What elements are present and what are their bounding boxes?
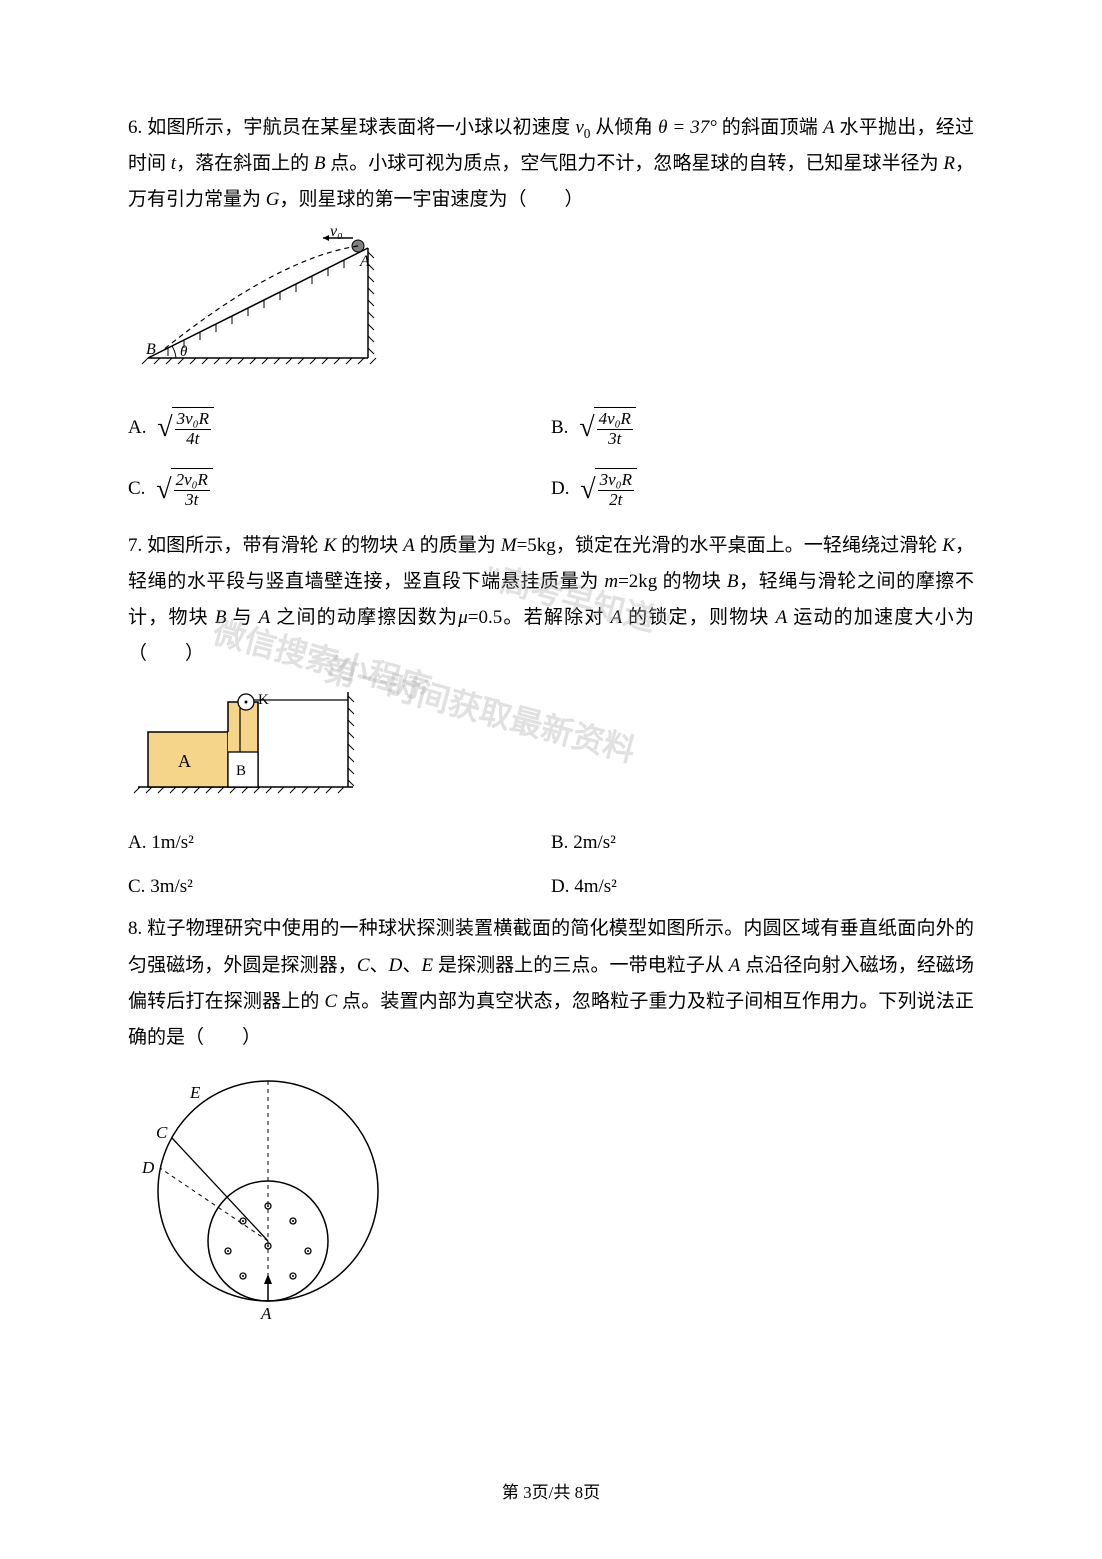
q7-B: B — [727, 571, 739, 592]
svg-text:K: K — [258, 692, 269, 708]
svg-text:D: D — [141, 1158, 155, 1177]
svg-text:E: E — [189, 1083, 201, 1102]
svg-text:C: C — [156, 1123, 168, 1142]
q7-B-value: 2m/s² — [573, 832, 616, 853]
q7-m: m — [604, 571, 618, 592]
q6-G: G — [266, 189, 280, 210]
svg-text:B: B — [236, 763, 246, 779]
q8-sep1: 、 — [370, 955, 389, 976]
q6-option-A: A. √3v₀R4t — [128, 401, 551, 454]
q6-v0: v — [575, 117, 583, 138]
q7-options: A. 1m/s² B. 2m/s² C. 3m/s² D. 4m/s² — [128, 825, 974, 905]
page-number: 第 3页/共 8页 — [502, 1483, 600, 1502]
q8-figure: E C D A — [128, 1066, 974, 1339]
q6-A-label: A. — [128, 410, 146, 446]
svg-text:A: A — [260, 1304, 272, 1323]
q8-D: D — [389, 955, 403, 976]
q7-text10: =0.5。若解除对 — [468, 607, 611, 628]
q8-text: 8. 粒子物理研究中使用的一种球状探测装置横截面的简化模型如图所示。内圆区域有垂… — [128, 911, 974, 1055]
q7-text3: 的质量为 — [415, 535, 501, 556]
q6-B: B — [314, 153, 326, 174]
q7-option-D: D. 4m/s² — [551, 869, 974, 905]
q6-option-D: D. √3v₀R2t — [551, 463, 974, 516]
q6-text: 6. 如图所示，宇航员在某星球表面将一小球以初速度 v0 从倾角 θ = 37°… — [128, 110, 974, 218]
q8-C: C — [357, 955, 370, 976]
q6-B-label: B. — [551, 410, 568, 446]
q7-D-value: 4m/s² — [574, 876, 617, 897]
q6-text1: 如图所示，宇航员在某星球表面将一小球以初速度 — [147, 117, 575, 138]
q7-D-label: D. — [551, 876, 569, 897]
q6-D-num: 3v₀R — [598, 471, 634, 491]
q6-text3: 的斜面顶端 — [717, 117, 823, 138]
q7-A: A — [403, 535, 415, 556]
q6-number: 6. — [128, 117, 142, 138]
svg-text:A: A — [359, 253, 370, 270]
q6-A-den: 4t — [184, 430, 201, 449]
q8-text2: 是探测器上的三点。一带电粒子从 — [433, 955, 729, 976]
q8-number: 8. — [128, 918, 142, 939]
q6-C-num: 2v₀R — [174, 471, 210, 491]
q7-option-C: C. 3m/s² — [128, 869, 551, 905]
q7-A3: A — [611, 607, 623, 628]
q6-D-den: 2t — [607, 491, 624, 510]
q6-C-label: C. — [128, 471, 145, 507]
q7-text1: 如图所示，带有滑轮 — [147, 535, 324, 556]
question-6: 6. 如图所示，宇航员在某星球表面将一小球以初速度 v0 从倾角 θ = 37°… — [128, 110, 974, 516]
q7-A-value: 1m/s² — [151, 832, 194, 853]
q7-mu: μ — [458, 607, 468, 628]
q6-options: A. √3v₀R4t B. √4v₀R3t C. √2v₀R3t D. √3v₀… — [128, 401, 974, 515]
q6-D-label: D. — [551, 471, 569, 507]
q8-C2: C — [324, 991, 337, 1012]
q7-figure: A B K — [128, 682, 974, 815]
q7-text6: =2kg 的物块 — [618, 571, 727, 592]
q7-B2: B — [215, 607, 227, 628]
q6-text5: ，落在斜面上的 — [176, 153, 314, 174]
q7-A2: A — [259, 607, 271, 628]
q6-C-den: 3t — [183, 491, 200, 510]
q7-number: 7. — [128, 535, 142, 556]
q6-text6: 点。小球可视为质点，空气阻力不计，忽略星球的自转，已知星球半径为 — [326, 153, 944, 174]
q7-option-B: B. 2m/s² — [551, 825, 974, 861]
q6-B-num: 4v₀R — [597, 410, 633, 430]
q6-theta: θ = 37° — [658, 117, 717, 138]
q6-R: R — [943, 153, 955, 174]
q6-figure: v₀ A B θ — [128, 228, 974, 391]
q7-C-label: C. — [128, 876, 145, 897]
svg-text:B: B — [146, 341, 156, 358]
q7-B-label: B. — [551, 832, 568, 853]
q7-K2: K — [942, 535, 955, 556]
q7-K: K — [324, 535, 337, 556]
q6-A: A — [823, 117, 835, 138]
q6-text8: ，则星球的第一宇宙速度为（ ） — [280, 189, 584, 210]
q6-B-den: 3t — [606, 430, 623, 449]
q6-A-num: 3v₀R — [175, 410, 211, 430]
q7-A-label: A. — [128, 832, 146, 853]
q7-option-A: A. 1m/s² — [128, 825, 551, 861]
q7-text4: =5kg，锁定在光滑的水平桌面上。一轻绳绕过滑轮 — [517, 535, 943, 556]
question-7: 7. 如图所示，带有滑轮 K 的物块 A 的质量为 M=5kg，锁定在光滑的水平… — [128, 528, 974, 906]
q7-text8: 与 — [226, 607, 258, 628]
q7-text2: 的物块 — [336, 535, 403, 556]
q7-A4: A — [776, 607, 788, 628]
q7-text11: 的锁定，则物块 — [622, 607, 775, 628]
q8-sep2: 、 — [402, 955, 421, 976]
svg-text:A: A — [178, 751, 191, 771]
q6-option-C: C. √2v₀R3t — [128, 463, 551, 516]
footer: 第 3页/共 8页 — [0, 1477, 1102, 1509]
q7-C-value: 3m/s² — [150, 876, 193, 897]
q8-E: E — [422, 955, 434, 976]
q6-option-B: B. √4v₀R3t — [551, 401, 974, 454]
svg-text:θ: θ — [180, 344, 188, 360]
q7-text: 7. 如图所示，带有滑轮 K 的物块 A 的质量为 M=5kg，锁定在光滑的水平… — [128, 528, 974, 672]
q8-A: A — [729, 955, 741, 976]
q7-text9: 之间的动摩擦因数为 — [270, 607, 458, 628]
q6-text2: 从倾角 — [590, 117, 658, 138]
question-8: 8. 粒子物理研究中使用的一种球状探测装置横截面的简化模型如图所示。内圆区域有垂… — [128, 911, 974, 1338]
q7-M: M — [501, 535, 517, 556]
svg-text:v₀: v₀ — [330, 228, 343, 240]
